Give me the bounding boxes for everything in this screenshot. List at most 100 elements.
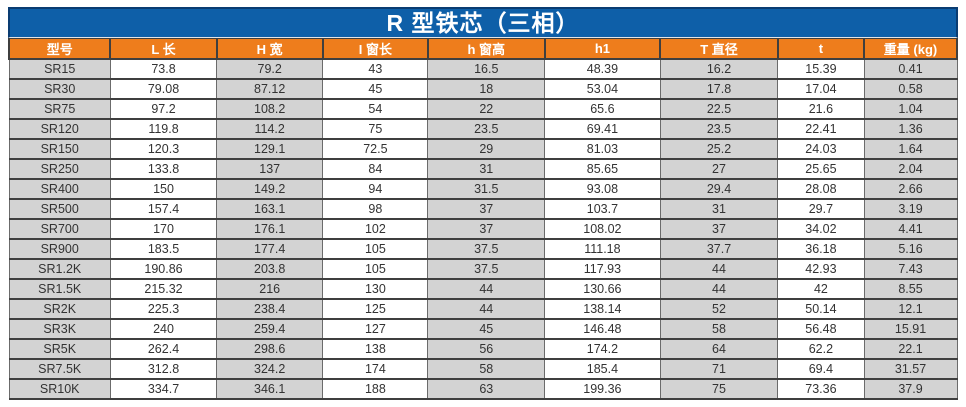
value-cell: 31 [427,158,546,180]
model-cell: SR7.5K [8,358,111,380]
model-cell: SR1.5K [8,278,111,300]
value-cell: 324.2 [216,358,324,380]
model-cell: SR30 [8,78,111,100]
value-cell: 15.39 [777,58,865,80]
value-cell: 225.3 [109,298,218,320]
column-header: T 直径 [659,38,779,60]
value-cell: 56.48 [777,318,865,340]
model-cell: SR700 [8,218,111,240]
value-cell: 17.04 [777,78,865,100]
value-cell: 111.18 [544,238,661,260]
value-cell: 37 [427,218,546,240]
value-cell: 1.36 [863,118,958,140]
table-row: SR400 150 149.2 94 31.5 93.08 29.4 28.08 2.66 [8,178,958,200]
value-cell: 238.4 [216,298,324,320]
value-cell: 28.08 [777,178,865,200]
column-header: 型号 [7,38,112,60]
value-cell: 102 [322,218,429,240]
value-cell: 125 [322,298,429,320]
value-cell: 2.04 [863,158,958,180]
value-cell: 108.02 [544,218,661,240]
value-cell: 119.8 [109,118,218,140]
table-row: SR10K 334.7 346.1 188 63 199.36 75 73.36 37.9 [8,378,958,400]
value-cell: 298.6 [216,338,324,360]
value-cell: 37 [659,218,779,240]
value-cell: 177.4 [216,238,324,260]
value-cell: 58 [427,358,546,380]
value-cell: 22.41 [777,118,865,140]
value-cell: 23.5 [659,118,779,140]
value-cell: 16.5 [427,58,546,80]
value-cell: 73.8 [109,58,218,80]
value-cell: 93.08 [544,178,661,200]
value-cell: 262.4 [109,338,218,360]
value-cell: 174.2 [544,338,661,360]
table-row: SR7.5K 312.8 324.2 174 58 185.4 71 69.4 31.57 [8,358,958,380]
value-cell: 58 [659,318,779,340]
value-cell: 72.5 [322,138,429,160]
table-row: SR250 133.8 137 84 31 85.65 27 25.65 2.04 [8,158,958,180]
value-cell: 87.12 [216,78,324,100]
table-row: SR1.5K 215.32 216 130 44 130.66 44 42 8.55 [8,278,958,300]
model-cell: SR5K [8,338,111,360]
value-cell: 69.4 [777,358,865,380]
value-cell: 203.8 [216,258,324,280]
value-cell: 129.1 [216,138,324,160]
value-cell: 176.1 [216,218,324,240]
value-cell: 50.14 [777,298,865,320]
value-cell: 56 [427,338,546,360]
value-cell: 31.5 [427,178,546,200]
value-cell: 259.4 [216,318,324,340]
table-row: SR30 79.08 87.12 45 18 53.04 17.8 17.04 0.58 [8,78,958,100]
column-header: t [776,38,866,60]
value-cell: 44 [659,278,779,300]
value-cell: 146.48 [544,318,661,340]
value-cell: 163.1 [216,198,324,220]
value-cell: 75 [659,378,779,400]
model-cell: SR3K [8,318,111,340]
value-cell: 8.55 [863,278,958,300]
value-cell: 48.39 [544,58,661,80]
value-cell: 5.16 [863,238,958,260]
value-cell: 79.08 [109,78,218,100]
column-header: L 长 [109,38,218,60]
value-cell: 27 [659,158,779,180]
value-cell: 133.8 [109,158,218,180]
model-cell: SR500 [8,198,111,220]
value-cell: 0.58 [863,78,958,100]
model-cell: SR2K [8,298,111,320]
value-cell: 183.5 [109,238,218,260]
value-cell: 42 [777,278,865,300]
value-cell: 149.2 [216,178,324,200]
value-cell: 190.86 [109,258,218,280]
table-row: SR75 97.2 108.2 54 22 65.6 22.5 21.6 1.04 [8,98,958,120]
column-header: 重量 (kg) [863,38,958,60]
value-cell: 1.04 [863,98,958,120]
table-row: SR5K 262.4 298.6 138 56 174.2 64 62.2 22.1 [8,338,958,360]
value-cell: 199.36 [544,378,661,400]
value-cell: 45 [322,78,429,100]
value-cell: 103.7 [544,198,661,220]
value-cell: 31 [659,198,779,220]
model-cell: SR150 [8,138,111,160]
value-cell: 37.9 [863,378,958,400]
model-cell: SR10K [8,378,111,400]
table-row: SR2K 225.3 238.4 125 44 138.14 52 50.14 12.1 [8,298,958,320]
value-cell: 97.2 [109,98,218,120]
value-cell: 29 [427,138,546,160]
value-cell: 71 [659,358,779,380]
value-cell: 37.5 [427,258,546,280]
value-cell: 42.93 [777,258,865,280]
value-cell: 44 [427,278,546,300]
column-header: H 宽 [215,38,324,60]
value-cell: 105 [322,258,429,280]
value-cell: 334.7 [109,378,218,400]
value-cell: 120.3 [109,138,218,160]
table-row: SR150 120.3 129.1 72.5 29 81.03 25.2 24.03 1.64 [8,138,958,160]
model-cell: SR75 [8,98,111,120]
table-row: SR1.2K 190.86 203.8 105 37.5 117.93 44 42.93 7.4… [8,258,958,280]
table-row: SR15 73.8 79.2 43 16.5 48.39 16.2 15.39 0.41 [8,58,958,80]
